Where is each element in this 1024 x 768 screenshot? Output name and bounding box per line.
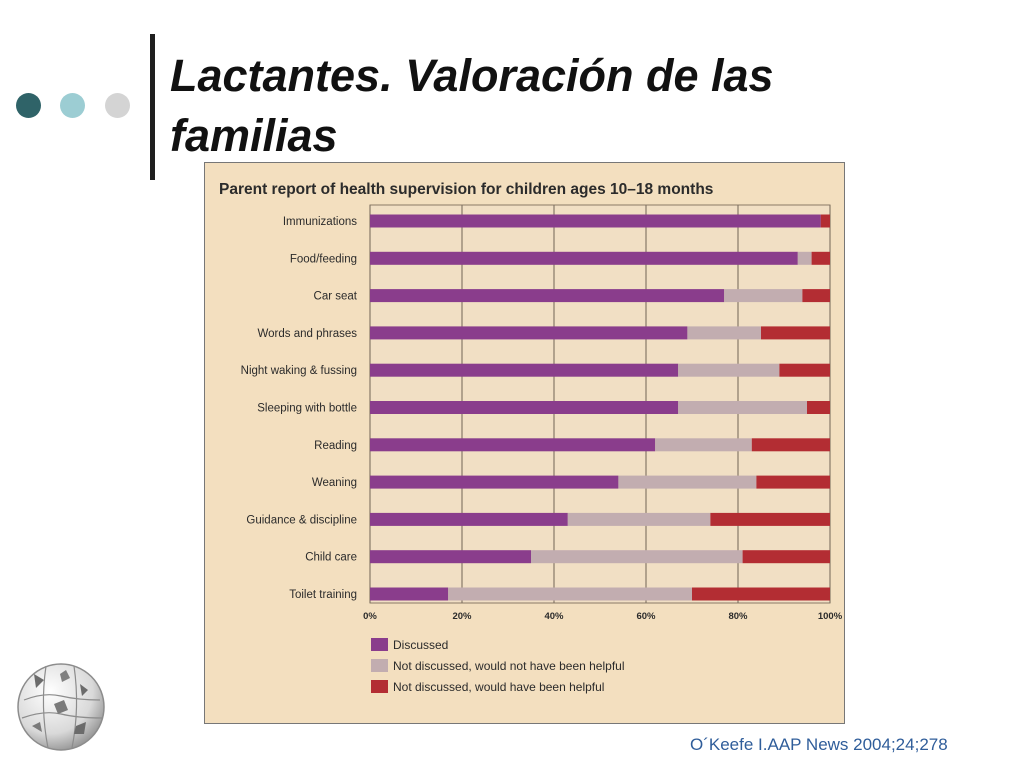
bar-car-seat-series-0 [370,289,725,303]
stacked-bar-chart: Parent report of health supervision for … [219,181,843,694]
bar-night-waking-fussing-series-2 [779,363,830,377]
x-tick-label-3: 60% [636,611,656,622]
bar-reading-series-2 [751,438,830,452]
dot-icon-teal [60,93,85,118]
legend-label-0: Discussed [393,638,448,652]
bar-weaning-series-2 [756,475,830,489]
bar-child-care-series-1 [531,550,743,564]
category-label-immunizations: Immunizations [283,216,357,228]
category-label-guidance-discipline: Guidance & discipline [246,514,357,526]
category-label-toilet-training: Toilet training [289,589,357,601]
dot-icon-dark [16,93,41,118]
category-label-car-seat: Car seat [314,291,358,303]
dot-icon-gray [105,93,130,118]
legend-swatch-2 [371,680,388,693]
x-tick-label-4: 80% [728,611,748,622]
bar-night-waking-fussing-series-1 [678,363,780,377]
bar-night-waking-fussing-series-0 [370,363,679,377]
chart-title: Parent report of health supervision for … [219,181,713,198]
category-label-reading: Reading [314,440,357,452]
bar-words-and-phrases-series-2 [761,326,830,340]
bar-sleeping-with-bottle-series-2 [807,401,830,414]
decorative-dots [16,93,136,121]
bar-food-feeding-series-0 [370,251,798,265]
citation: O´Keefe I.AAP News 2004;24;278 [690,735,948,754]
legend-swatch-0 [371,638,388,651]
bar-words-and-phrases-series-1 [687,326,761,340]
bar-immunizations-series-0 [370,214,821,228]
bar-child-care-series-2 [742,550,830,564]
category-label-sleeping-with-bottle: Sleeping with bottle [257,403,357,415]
bar-car-seat-series-1 [724,289,803,303]
legend-label-1: Not discussed, would not have been helpf… [393,659,625,673]
bar-guidance-discipline-series-2 [710,512,830,526]
bar-weaning-series-0 [370,475,619,489]
category-label-food-feeding: Food/feeding [290,253,357,265]
bar-words-and-phrases-series-0 [370,326,688,340]
category-label-words-and-phrases: Words and phrases [257,328,357,340]
bar-guidance-discipline-series-1 [567,512,711,526]
bar-immunizations-series-2 [820,214,830,228]
bar-sleeping-with-bottle-series-1 [678,401,807,414]
bar-weaning-series-1 [618,475,757,489]
bar-toilet-training-series-1 [448,587,692,601]
bar-sleeping-with-bottle-series-0 [370,401,679,414]
legend-swatch-1 [371,659,388,672]
bar-child-care-series-0 [370,550,531,564]
x-tick-label-2: 40% [544,611,564,622]
bar-car-seat-series-2 [802,289,830,303]
x-tick-label-5: 100% [818,611,843,622]
category-label-child-care: Child care [305,552,357,564]
bar-reading-series-1 [655,438,752,452]
x-tick-label-1: 20% [452,611,472,622]
bar-guidance-discipline-series-0 [370,512,568,526]
wikipedia-puzzle-globe-icon [17,663,105,751]
category-label-night-waking-fussing: Night waking & fussing [241,365,357,377]
x-tick-label-0: 0% [363,611,377,622]
chart-panel: Parent report of health supervision for … [204,162,845,724]
bar-toilet-training-series-0 [370,587,449,601]
bar-food-feeding-series-1 [797,251,812,265]
bar-food-feeding-series-2 [811,251,830,265]
category-label-weaning: Weaning [312,477,357,489]
bar-toilet-training-series-2 [692,587,830,601]
slide-title: Lactantes. Valoración de las familias [170,50,774,161]
title-accent-bar [150,34,155,180]
bar-reading-series-0 [370,438,656,452]
legend-label-2: Not discussed, would have been helpful [393,680,604,694]
